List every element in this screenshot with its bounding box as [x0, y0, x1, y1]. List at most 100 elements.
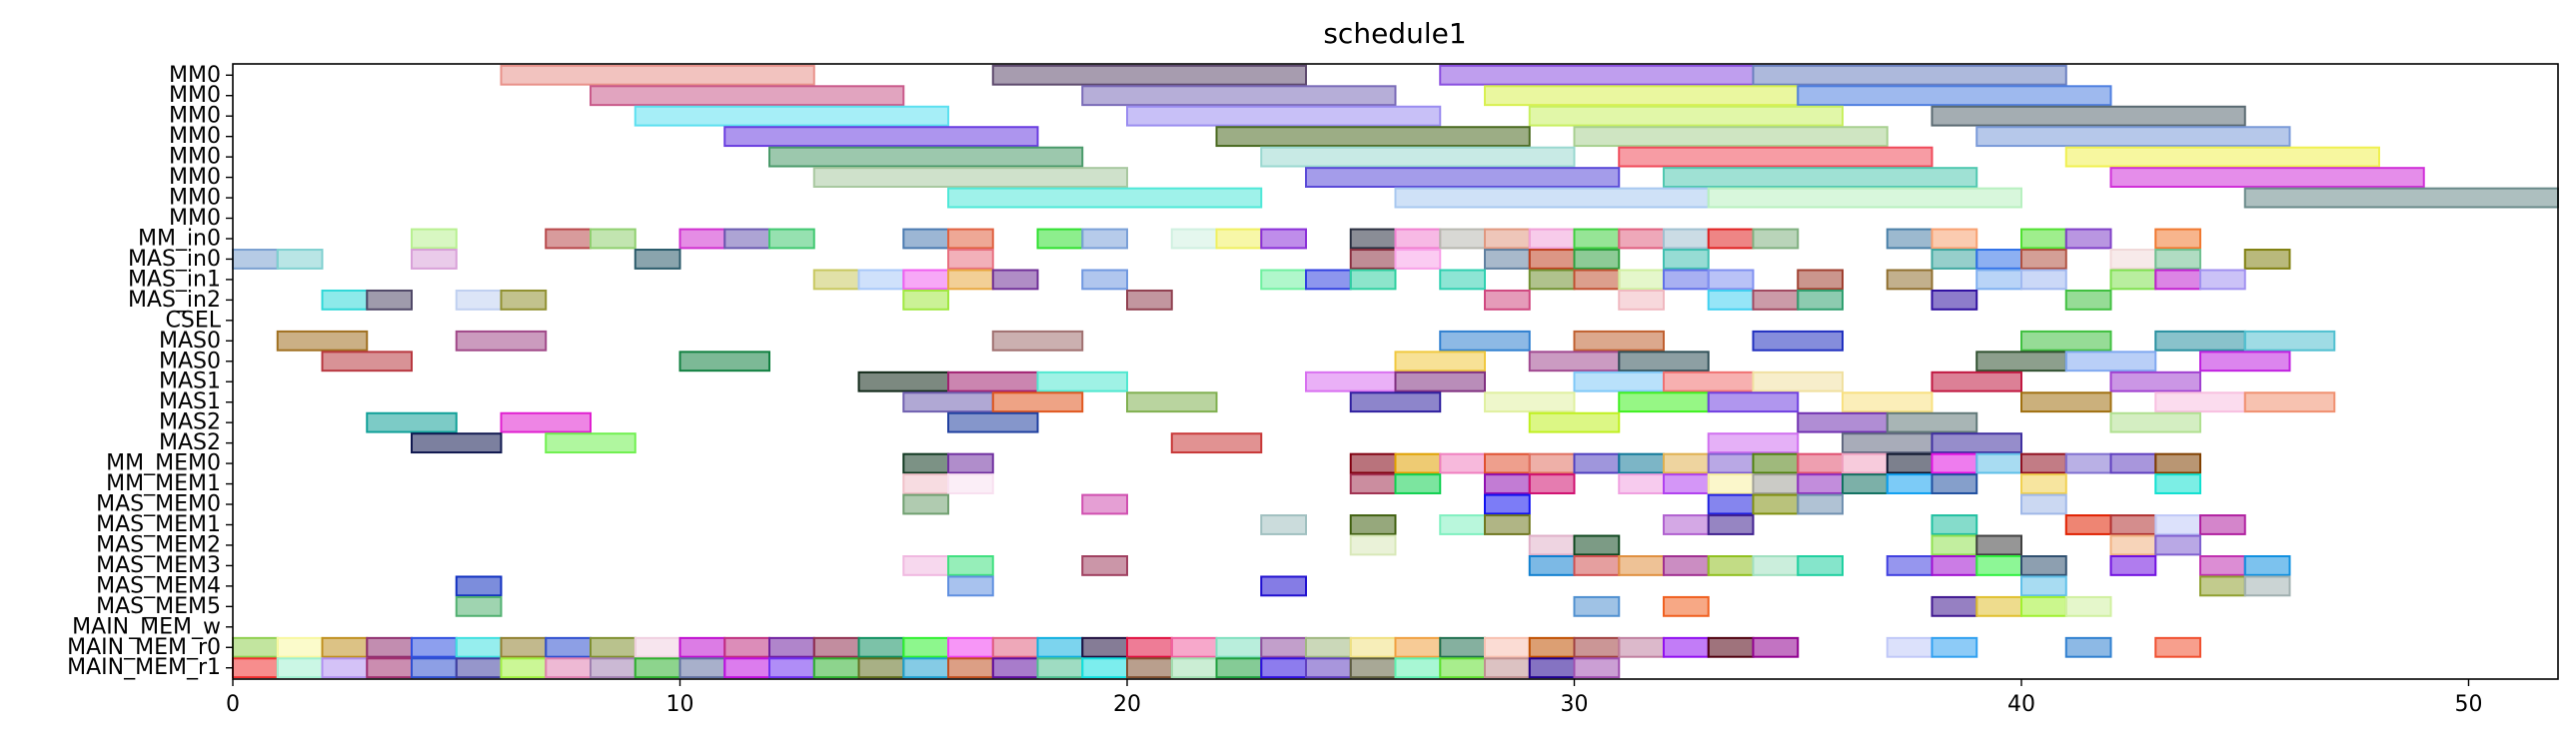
task-bar [1126, 105, 1442, 127]
task-bar [1349, 657, 1397, 679]
task-bar [1349, 534, 1397, 556]
task-bar [2199, 555, 2246, 576]
task-bar [2109, 249, 2157, 270]
task-bar [634, 636, 681, 658]
task-bar [1707, 289, 1755, 311]
task-bar [1528, 555, 1576, 576]
task-bar [1931, 452, 1978, 474]
task-bar [991, 330, 1084, 352]
task-bar [902, 473, 949, 494]
task-bar [545, 432, 637, 454]
task-bar [1573, 555, 1621, 576]
task-bar [1797, 493, 1844, 515]
task-bar [455, 595, 503, 617]
task-bar [1752, 64, 2067, 86]
y-axis: MM0MM0MM0MM0MM0MM0MM0MM0MM_in0MAS_in0MAS… [67, 63, 233, 680]
task-bar [1975, 555, 2022, 576]
task-bar [1439, 269, 1486, 291]
task-bar [1618, 146, 1933, 168]
y-tick-label: MAIN_MEM_r1 [67, 655, 221, 680]
task-bar [2109, 514, 2157, 535]
task-bar [1126, 657, 1173, 679]
task-bar [276, 657, 324, 679]
task-bar [1484, 391, 1576, 413]
task-bar [1439, 636, 1486, 658]
task-bar [1528, 105, 1844, 127]
task-bar [947, 473, 994, 494]
task-bar [678, 636, 726, 658]
task-bar [590, 657, 637, 679]
task-bar [411, 228, 458, 250]
task-bar [1484, 473, 1531, 494]
task-bar [1663, 228, 1710, 250]
task-bar [1573, 452, 1621, 474]
task-bar [678, 351, 770, 372]
task-bar [1752, 493, 1800, 515]
x-tick-label: 40 [2007, 692, 2035, 717]
task-bar [1528, 657, 1576, 679]
task-bar [1170, 432, 1263, 454]
task-bar [1618, 289, 1665, 311]
task-bar [1975, 595, 2022, 617]
task-bar [1975, 269, 2022, 291]
task-bar [1573, 126, 1889, 148]
task-bar [1663, 269, 1710, 291]
task-bar [1573, 657, 1621, 679]
task-bar [1484, 636, 1531, 658]
task-bar [1573, 269, 1621, 291]
task-bar [902, 636, 949, 658]
task-bar [2154, 514, 2201, 535]
task-bar [947, 187, 1263, 209]
task-bar [411, 636, 458, 658]
task-bar [678, 228, 726, 250]
y-tick-label: MM0 [169, 186, 221, 211]
task-bar [1618, 228, 1665, 250]
task-bar [1842, 473, 1889, 494]
task-bar [2020, 452, 2067, 474]
task-bar [1394, 187, 1710, 209]
task-bar [2109, 534, 2157, 556]
task-bar [723, 126, 1039, 148]
task-bar [902, 555, 949, 576]
task-bar [947, 411, 1039, 433]
task-bar [1528, 228, 1576, 250]
y-tick-label: MM_in0 [138, 226, 221, 251]
task-bar [1752, 330, 1844, 352]
task-bar [1618, 555, 1665, 576]
task-bar [723, 657, 770, 679]
task-bar [902, 228, 949, 250]
y-tick-label: MAS_MEM3 [96, 553, 221, 578]
task-bar [768, 657, 815, 679]
task-bar [2154, 473, 2201, 494]
task-bar [991, 391, 1084, 413]
task-bar [902, 452, 949, 474]
task-bar [1215, 657, 1263, 679]
task-bar [2243, 575, 2291, 597]
task-bar [321, 351, 413, 372]
bars-layer [232, 64, 2559, 679]
task-bar [2154, 228, 2201, 250]
task-bar [1573, 595, 1621, 617]
y-tick-label: MAS0 [159, 349, 221, 373]
task-bar [1663, 595, 1710, 617]
task-bar [634, 105, 949, 127]
plot-frame [232, 63, 2559, 680]
task-bar [1797, 85, 2112, 107]
task-bar [857, 269, 905, 291]
task-bar [1081, 555, 1128, 576]
task-bar [1439, 228, 1486, 250]
task-bar [590, 85, 905, 107]
task-bar [1975, 452, 2022, 474]
task-bar [1528, 534, 1576, 556]
task-bar [1573, 228, 1621, 250]
task-bar [1931, 514, 1978, 535]
task-bar [2020, 575, 2067, 597]
task-bar [902, 289, 949, 311]
task-bar [500, 636, 548, 658]
task-bar [947, 452, 994, 474]
task-bar [1215, 636, 1263, 658]
task-bar [500, 411, 592, 433]
task-bar [768, 636, 815, 658]
task-bar [366, 636, 413, 658]
task-bar [991, 636, 1039, 658]
